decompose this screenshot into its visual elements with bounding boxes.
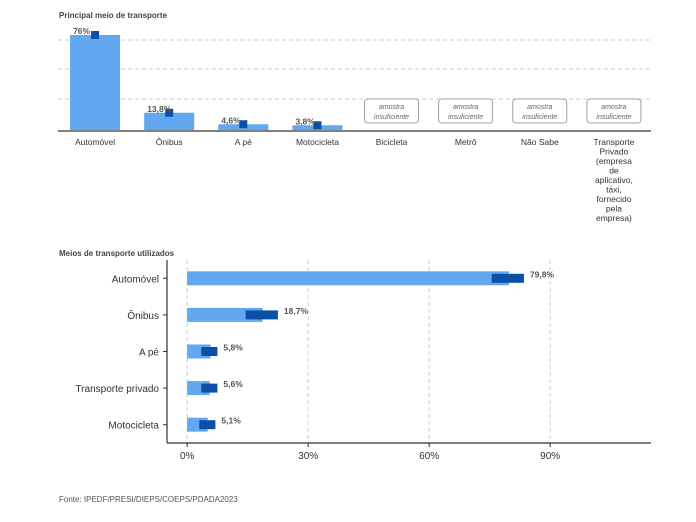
insufficient-sample-label: amostra (527, 104, 552, 111)
chart1-point-marker (313, 121, 322, 130)
chart2-data-label: 5,6% (223, 379, 243, 389)
chart2-x-tick-label: 30% (298, 451, 318, 462)
chart2-x-tick-label: 0% (180, 451, 195, 462)
chart2-x-tick-label: 90% (540, 451, 560, 462)
chart2-interval-marker (201, 347, 218, 356)
chart1-title: Principal meio de transporte (59, 11, 168, 20)
chart1-data-label: 4,6% (221, 115, 241, 125)
insufficient-sample-label: insuficiente (596, 114, 631, 121)
chart1-category-label: Metrô (455, 137, 477, 147)
chart1-category-label: Transporte (594, 137, 635, 147)
chart2-bar (187, 271, 510, 286)
chart1-bar (144, 112, 195, 130)
chart1-category-label: de (609, 166, 619, 176)
chart2-category-label: Ônibus (127, 309, 159, 322)
chart2-x-tick-label: 60% (419, 451, 439, 462)
chart2-data-label: 79,8% (530, 269, 555, 279)
chart2-category-label: A pé (139, 348, 159, 359)
insufficient-sample-label: amostra (453, 104, 478, 111)
insufficient-sample-label: insuficiente (374, 114, 409, 121)
chart2-plot: 0% 30% 60% 90% 79,8% Automóvel 18,7% Ônibus 5,8%… (75, 260, 651, 462)
chart1-category-label: (empresa (596, 156, 632, 166)
chart2-data-label: 5,8% (223, 343, 243, 353)
chart2-interval-marker (199, 420, 216, 430)
chart2-category-label: Motocicleta (108, 421, 159, 432)
insufficient-sample-label: insuficiente (448, 114, 483, 121)
insufficient-sample-box (512, 98, 568, 124)
chart2-interval-marker (245, 310, 278, 320)
chart1-category-label: Motocicleta (296, 137, 339, 147)
chart1-category-label: Automóvel (75, 137, 115, 147)
insufficient-sample-label: amostra (379, 104, 404, 111)
insufficient-sample-box (364, 98, 419, 124)
chart2-data-label: 5,1% (221, 416, 241, 426)
chart1-category-label: empresa) (596, 213, 632, 223)
chart1-category-label: aplicativo, (595, 175, 633, 185)
chart2-bar (187, 307, 263, 322)
chart1-point-marker (91, 31, 100, 39)
chart1-point-marker (239, 120, 248, 129)
insufficient-sample-box (438, 98, 494, 124)
insufficient-sample-label: amostra (601, 104, 626, 111)
chart2-category-label: Automóvel (112, 274, 159, 285)
insufficient-sample-label: insuficiente (522, 114, 557, 121)
chart2-interval-marker (491, 273, 524, 283)
chart2-data-label: 18,7% (284, 306, 309, 316)
chart2-category-label: Transporte privado (75, 384, 159, 395)
chart1-category-label: táxi, (606, 185, 622, 195)
chart1-plot: 76% Automóvel 13,8% Ônibus 4,6% A pé 3,8% Motoc… (58, 26, 651, 223)
chart1-data-label: 3,8% (295, 116, 315, 126)
insufficient-sample-box (586, 98, 642, 124)
chart1-category-label: Ônibus (156, 137, 183, 147)
chart1-data-label: 13,8% (147, 104, 172, 114)
chart1-point-marker (165, 108, 174, 117)
chart1-category-label: pela (606, 204, 622, 214)
chart2-interval-marker (201, 383, 218, 393)
chart1-category-label: Privado (600, 147, 629, 157)
chart1-category-label: A pé (235, 137, 252, 147)
source-note: Fonte: IPEDF/PRESI/DIEPS/COEPS/PDADA2023 (59, 495, 238, 504)
chart1-bar (70, 35, 121, 130)
chart2-title: Meios de transporte utilizados (59, 249, 175, 258)
chart1-category-label: Não Sabe (521, 137, 559, 147)
chart1-category-label: Bicicleta (376, 137, 408, 147)
chart1-category-label: fornecido (596, 194, 631, 204)
chart1-data-label: 76% (73, 26, 90, 36)
